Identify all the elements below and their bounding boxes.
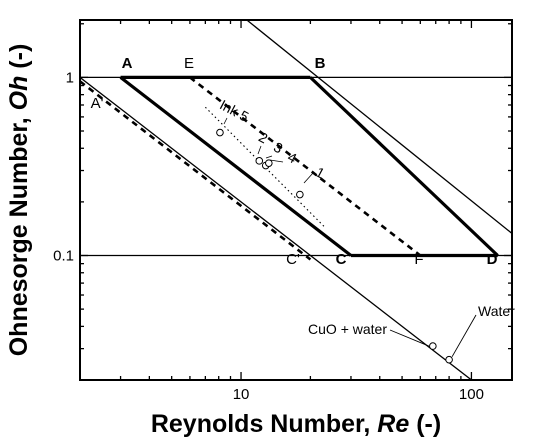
point-water — [445, 355, 453, 364]
leader-cuo-water — [389, 329, 430, 347]
region-label-c-prime: C' — [286, 251, 300, 268]
ink-leader-2 — [257, 145, 262, 155]
ink-label-1: 1 — [313, 164, 328, 182]
ink-point-2 — [255, 157, 264, 165]
line-e-f — [189, 76, 422, 257]
region-lines — [80, 20, 512, 380]
ink-point-4 — [265, 159, 273, 167]
region-label-b: B — [315, 55, 326, 72]
ink-leader-5 — [223, 117, 228, 125]
region-label-f: F — [414, 251, 423, 268]
ink-point-1 — [296, 190, 304, 199]
data-points — [216, 128, 453, 364]
x-axis-title: Reynolds Number, Re (-) — [151, 410, 441, 438]
region-label-a-prime: A' — [91, 95, 104, 112]
point-cuo-water — [429, 342, 437, 350]
ink-point-5 — [216, 128, 224, 137]
region-label-d: D — [487, 251, 498, 268]
line-oh-re-2 — [80, 76, 473, 380]
axis-ticks: 10 100 0.1 1 — [53, 20, 512, 403]
line-a-c — [119, 76, 352, 257]
y-tick-label: 1 — [66, 69, 74, 86]
line-a-c — [80, 80, 312, 261]
annotation-cuo-water: CuO + water — [308, 321, 387, 337]
line-ink-fit — [204, 106, 325, 228]
ink-leader-4 — [269, 159, 284, 163]
ink-label-3: 3 — [271, 139, 286, 157]
region-label-e: E — [184, 55, 194, 72]
line-b-d — [309, 76, 499, 257]
y-axis-title: Ohnesorge Number, Oh (-) — [5, 44, 33, 357]
region-label-a: A — [122, 55, 133, 72]
line-oh-re-20 — [246, 20, 512, 234]
leader-water — [451, 314, 477, 357]
region-label-c: C — [336, 251, 347, 268]
ink-leader-1 — [303, 172, 314, 184]
plot-frame — [79, 19, 513, 381]
y-tick-label: 0.1 — [53, 248, 74, 265]
annotation-water: Water — [478, 303, 515, 319]
x-tick-label: 10 — [233, 386, 250, 403]
x-tick-label: 100 — [459, 386, 484, 403]
ink-leader-3 — [265, 155, 273, 159]
